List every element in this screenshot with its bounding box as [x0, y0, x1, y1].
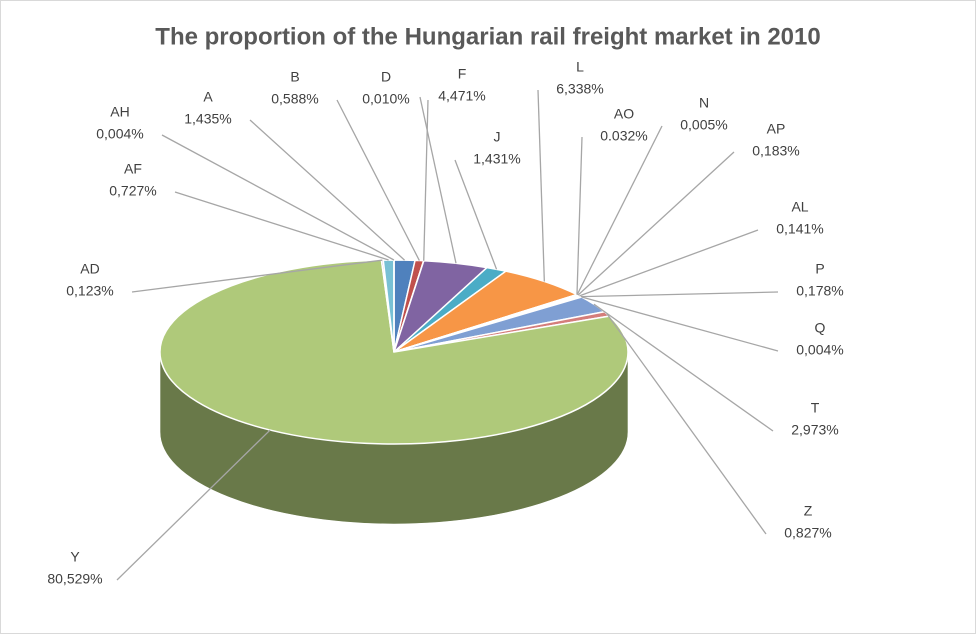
value-label: 0.032%: [600, 128, 647, 144]
value-label: 0,010%: [362, 91, 409, 107]
value-label: 0,004%: [796, 342, 843, 358]
leader-line: [419, 96, 457, 264]
leader-line: [423, 99, 429, 261]
value-label: 0,004%: [96, 126, 143, 142]
category-label: AO: [614, 106, 634, 122]
leader-line: [576, 125, 663, 296]
category-label: D: [381, 69, 391, 85]
leader-line: [116, 429, 271, 581]
category-label: AP: [767, 121, 786, 137]
value-label: 1,431%: [473, 151, 520, 167]
leader-line: [579, 229, 759, 297]
category-label: T: [811, 400, 820, 416]
leader-line: [606, 313, 767, 535]
leader-line: [131, 259, 383, 293]
leader-line: [161, 134, 395, 261]
leader-line: [593, 303, 774, 432]
value-label: 1,435%: [184, 111, 231, 127]
pie-tops: [159, 259, 629, 445]
category-label: AL: [791, 199, 808, 215]
category-label: F: [458, 66, 467, 82]
category-label: AD: [80, 261, 99, 277]
value-label: 0,183%: [752, 143, 799, 159]
leader-line: [174, 191, 389, 261]
leader-line: [336, 99, 420, 261]
leader-line: [454, 159, 498, 270]
value-label: 0,141%: [776, 221, 823, 237]
leader-line: [580, 291, 779, 298]
value-label: 0,123%: [66, 283, 113, 299]
chart-title: The proportion of the Hungarian rail fre…: [155, 23, 820, 50]
value-label: 0,727%: [109, 183, 156, 199]
slice: [159, 259, 629, 445]
leader-line: [581, 296, 779, 352]
leader-line: [537, 89, 545, 282]
leader-line: [576, 136, 583, 295]
category-label: N: [699, 95, 709, 111]
category-label: L: [576, 59, 584, 75]
value-label: 2,973%: [791, 422, 838, 438]
category-label: A: [203, 89, 213, 105]
category-label: Z: [804, 503, 813, 519]
value-label: 0,827%: [784, 525, 831, 541]
category-label: AH: [110, 104, 129, 120]
value-label: 6,338%: [556, 81, 603, 97]
value-label: 4,471%: [438, 88, 485, 104]
category-label: P: [815, 261, 824, 277]
data-labels: A 1,435% B 0,588% D 0,010% F 4,471% J 1,431% L 6,33…: [47, 59, 843, 587]
category-label: B: [290, 69, 299, 85]
category-label: J: [494, 129, 501, 145]
value-label: 0,588%: [271, 91, 318, 107]
leader-line: [577, 151, 735, 296]
category-label: Y: [70, 549, 80, 565]
value-label: 0,005%: [680, 117, 727, 133]
category-label: Q: [815, 320, 826, 336]
value-label: 0,178%: [796, 283, 843, 299]
value-label: 80,529%: [47, 571, 102, 587]
leader-line: [249, 119, 405, 261]
category-label: AF: [124, 161, 142, 177]
